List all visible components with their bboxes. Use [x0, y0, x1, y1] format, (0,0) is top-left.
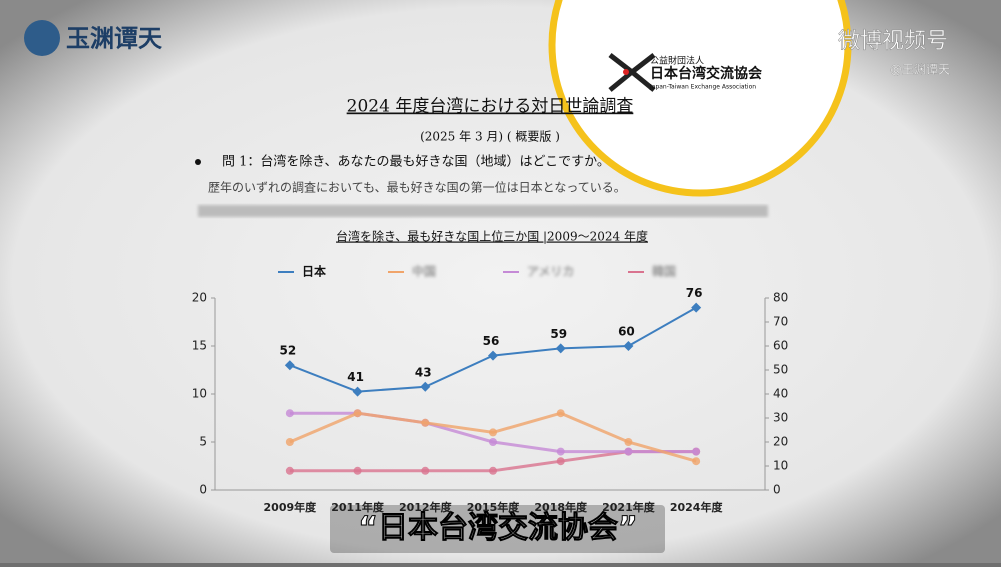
doc-title: 2024 年度台湾における対日世論調査: [347, 97, 634, 117]
y-tick-label: 0: [199, 483, 207, 497]
point: [421, 466, 430, 475]
platform: 微博视频号: [838, 29, 948, 54]
org-logo-mark: [608, 53, 656, 92]
point: [556, 457, 565, 466]
magnifier: [548, 0, 852, 197]
org-english: Japan-Taiwan Exchange Association: [649, 84, 756, 91]
y2-tick-label: 40: [773, 387, 788, 401]
y-tick-label: 10: [192, 387, 207, 401]
caption-bg: [330, 505, 665, 553]
point: [691, 302, 702, 313]
point: [623, 341, 634, 351]
point: [353, 466, 362, 475]
y2-tick-label: 10: [773, 459, 788, 473]
point: [692, 447, 701, 456]
y-tick-label: 20: [192, 291, 207, 305]
data-label: 60: [618, 325, 635, 339]
data-label: 52: [280, 344, 297, 358]
point: [285, 409, 294, 418]
point: [352, 386, 363, 397]
point: [489, 438, 497, 446]
point: [489, 466, 497, 475]
point: [556, 409, 565, 418]
y-tick-label: 5: [199, 435, 207, 449]
data-label: 56: [483, 334, 500, 348]
x-tick-label: 2012年度: [399, 500, 453, 514]
brand-icon: [24, 20, 60, 56]
point: [353, 409, 362, 418]
legend-label: 中国: [412, 264, 436, 279]
blurred-text: [198, 205, 768, 217]
x-tick-label: 2009年度: [264, 500, 318, 514]
y2-tick-label: 60: [773, 339, 788, 353]
point: [488, 350, 498, 361]
y2-tick-label: 50: [773, 363, 788, 377]
point: [692, 457, 701, 466]
x-tick-label: 2011年度: [331, 500, 385, 514]
point: [624, 438, 633, 446]
point: [421, 418, 430, 427]
point: [420, 381, 431, 392]
point: [556, 447, 565, 456]
y2-tick-label: 20: [773, 435, 788, 449]
x-tick-label: 2018年度: [534, 500, 588, 514]
data-label: 41: [347, 370, 364, 384]
point: [285, 438, 294, 446]
point: [285, 466, 294, 475]
caption: “日本台湾交流协会”: [358, 511, 637, 546]
y2-tick-label: 70: [773, 315, 788, 329]
legend-label: 韓国: [652, 264, 676, 279]
x-tick-label: 2021年度: [602, 500, 656, 514]
doc-date: (2025 年 3 月) ( 概要版 ): [420, 130, 560, 144]
point: [284, 360, 295, 371]
y-tick-label: 15: [192, 339, 207, 353]
point: [489, 428, 497, 437]
y2-tick-label: 80: [773, 291, 788, 305]
point: [555, 343, 566, 354]
legend-label: 日本: [302, 264, 326, 279]
y2-tick-label: 30: [773, 411, 788, 425]
point: [624, 447, 633, 456]
doc-answer: 歴年のいずれの調査においても、最も好きな国の第一位は日本となっている。: [208, 180, 626, 195]
x-tick-label: 2015年度: [467, 500, 521, 514]
doc-question: 問 1：台湾を除き、あなたの最も好きな国（地域）はどこですか。: [222, 154, 610, 170]
handle: @玉渊谭天: [890, 63, 950, 77]
legend-label: アメリカ: [527, 265, 574, 279]
org-kind: 公益財団法人: [650, 55, 704, 67]
bullet: [195, 159, 201, 165]
chart-title: 台湾を除き、最も好きな国上位三か国 |2009〜2024 年度: [336, 229, 648, 244]
org-name: 日本台湾交流協会: [650, 65, 763, 82]
x-tick-label: 2024年度: [670, 500, 724, 514]
data-label: 59: [550, 327, 567, 341]
brand-logo: 玉渊谭天: [66, 24, 162, 53]
data-label: 43: [415, 365, 432, 379]
y2-tick-label: 0: [773, 483, 781, 497]
data-label: 76: [686, 286, 703, 300]
